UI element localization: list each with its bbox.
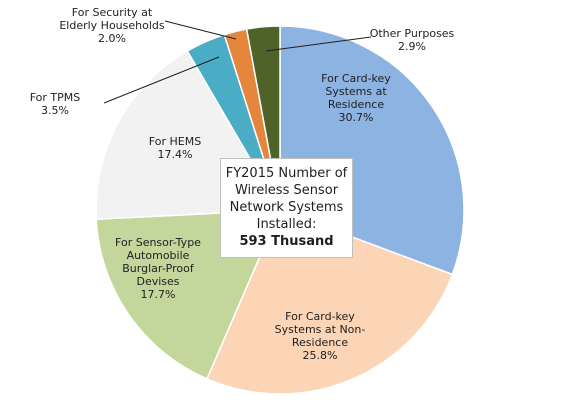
slice-label-line: For Card-key: [321, 72, 391, 85]
slice-label-2: For Sensor-Type Automobile Burglar-Proof De…: [115, 236, 201, 301]
slice-label-line: For HEMS: [149, 135, 201, 148]
slice-value-0: 30.7%: [339, 111, 374, 124]
slice-label-0: For Card-key Systems at Residence 30.7%: [321, 72, 391, 124]
slice-label-line: Elderly Households: [59, 19, 165, 32]
slice-label-1: For Card-key Systems at Non-Residence 25.8…: [275, 310, 366, 362]
slice-label-line: For Sensor-Type: [115, 236, 201, 249]
center-title-box: FY2015 Number of Wireless Sensor Network…: [220, 158, 353, 258]
slice-label-5: For Security at Elderly Households 2.0%: [59, 6, 165, 45]
slice-label-line: Residence: [328, 98, 384, 111]
slice-label-3: For HEMS 17.4%: [149, 135, 201, 161]
slice-label-4: For TPMS 3.5%: [30, 91, 81, 117]
leader-line-4: [103, 56, 220, 104]
leader-line-5: [164, 20, 237, 40]
slice-label-line: Systems at: [325, 85, 387, 98]
slice-label-line: For Security at: [72, 6, 153, 19]
slice-label-6: Other Purposes 2.9%: [370, 27, 455, 53]
slice-label-line: Residence: [292, 336, 348, 349]
slice-value-3: 17.4%: [158, 148, 193, 161]
leader-line-6: [265, 36, 372, 52]
slice-value-2: 17.7%: [141, 288, 176, 301]
slice-value-1: 25.8%: [303, 349, 338, 362]
slice-value-6: 2.9%: [398, 40, 426, 53]
center-title-line-4: Installed:: [256, 217, 317, 232]
slice-label-line: Burglar-Proof: [122, 262, 195, 275]
slice-label-line: For Card-key: [285, 310, 355, 323]
center-title-line-1: FY2015 Number of: [225, 166, 348, 181]
slice-label-line: Systems at Non-: [275, 323, 366, 336]
center-total: 593 Thusand: [239, 234, 334, 249]
slice-label-line: For TPMS: [30, 91, 81, 104]
center-title-line-3: Network Systems: [229, 200, 344, 215]
slice-label-line: Devises: [136, 275, 179, 288]
center-title-line-2: Wireless Sensor: [234, 183, 339, 198]
slice-label-line: Other Purposes: [370, 27, 455, 40]
slice-value-4: 3.5%: [41, 104, 69, 117]
slice-value-5: 2.0%: [98, 32, 126, 45]
slice-label-line: Automobile: [127, 249, 190, 262]
